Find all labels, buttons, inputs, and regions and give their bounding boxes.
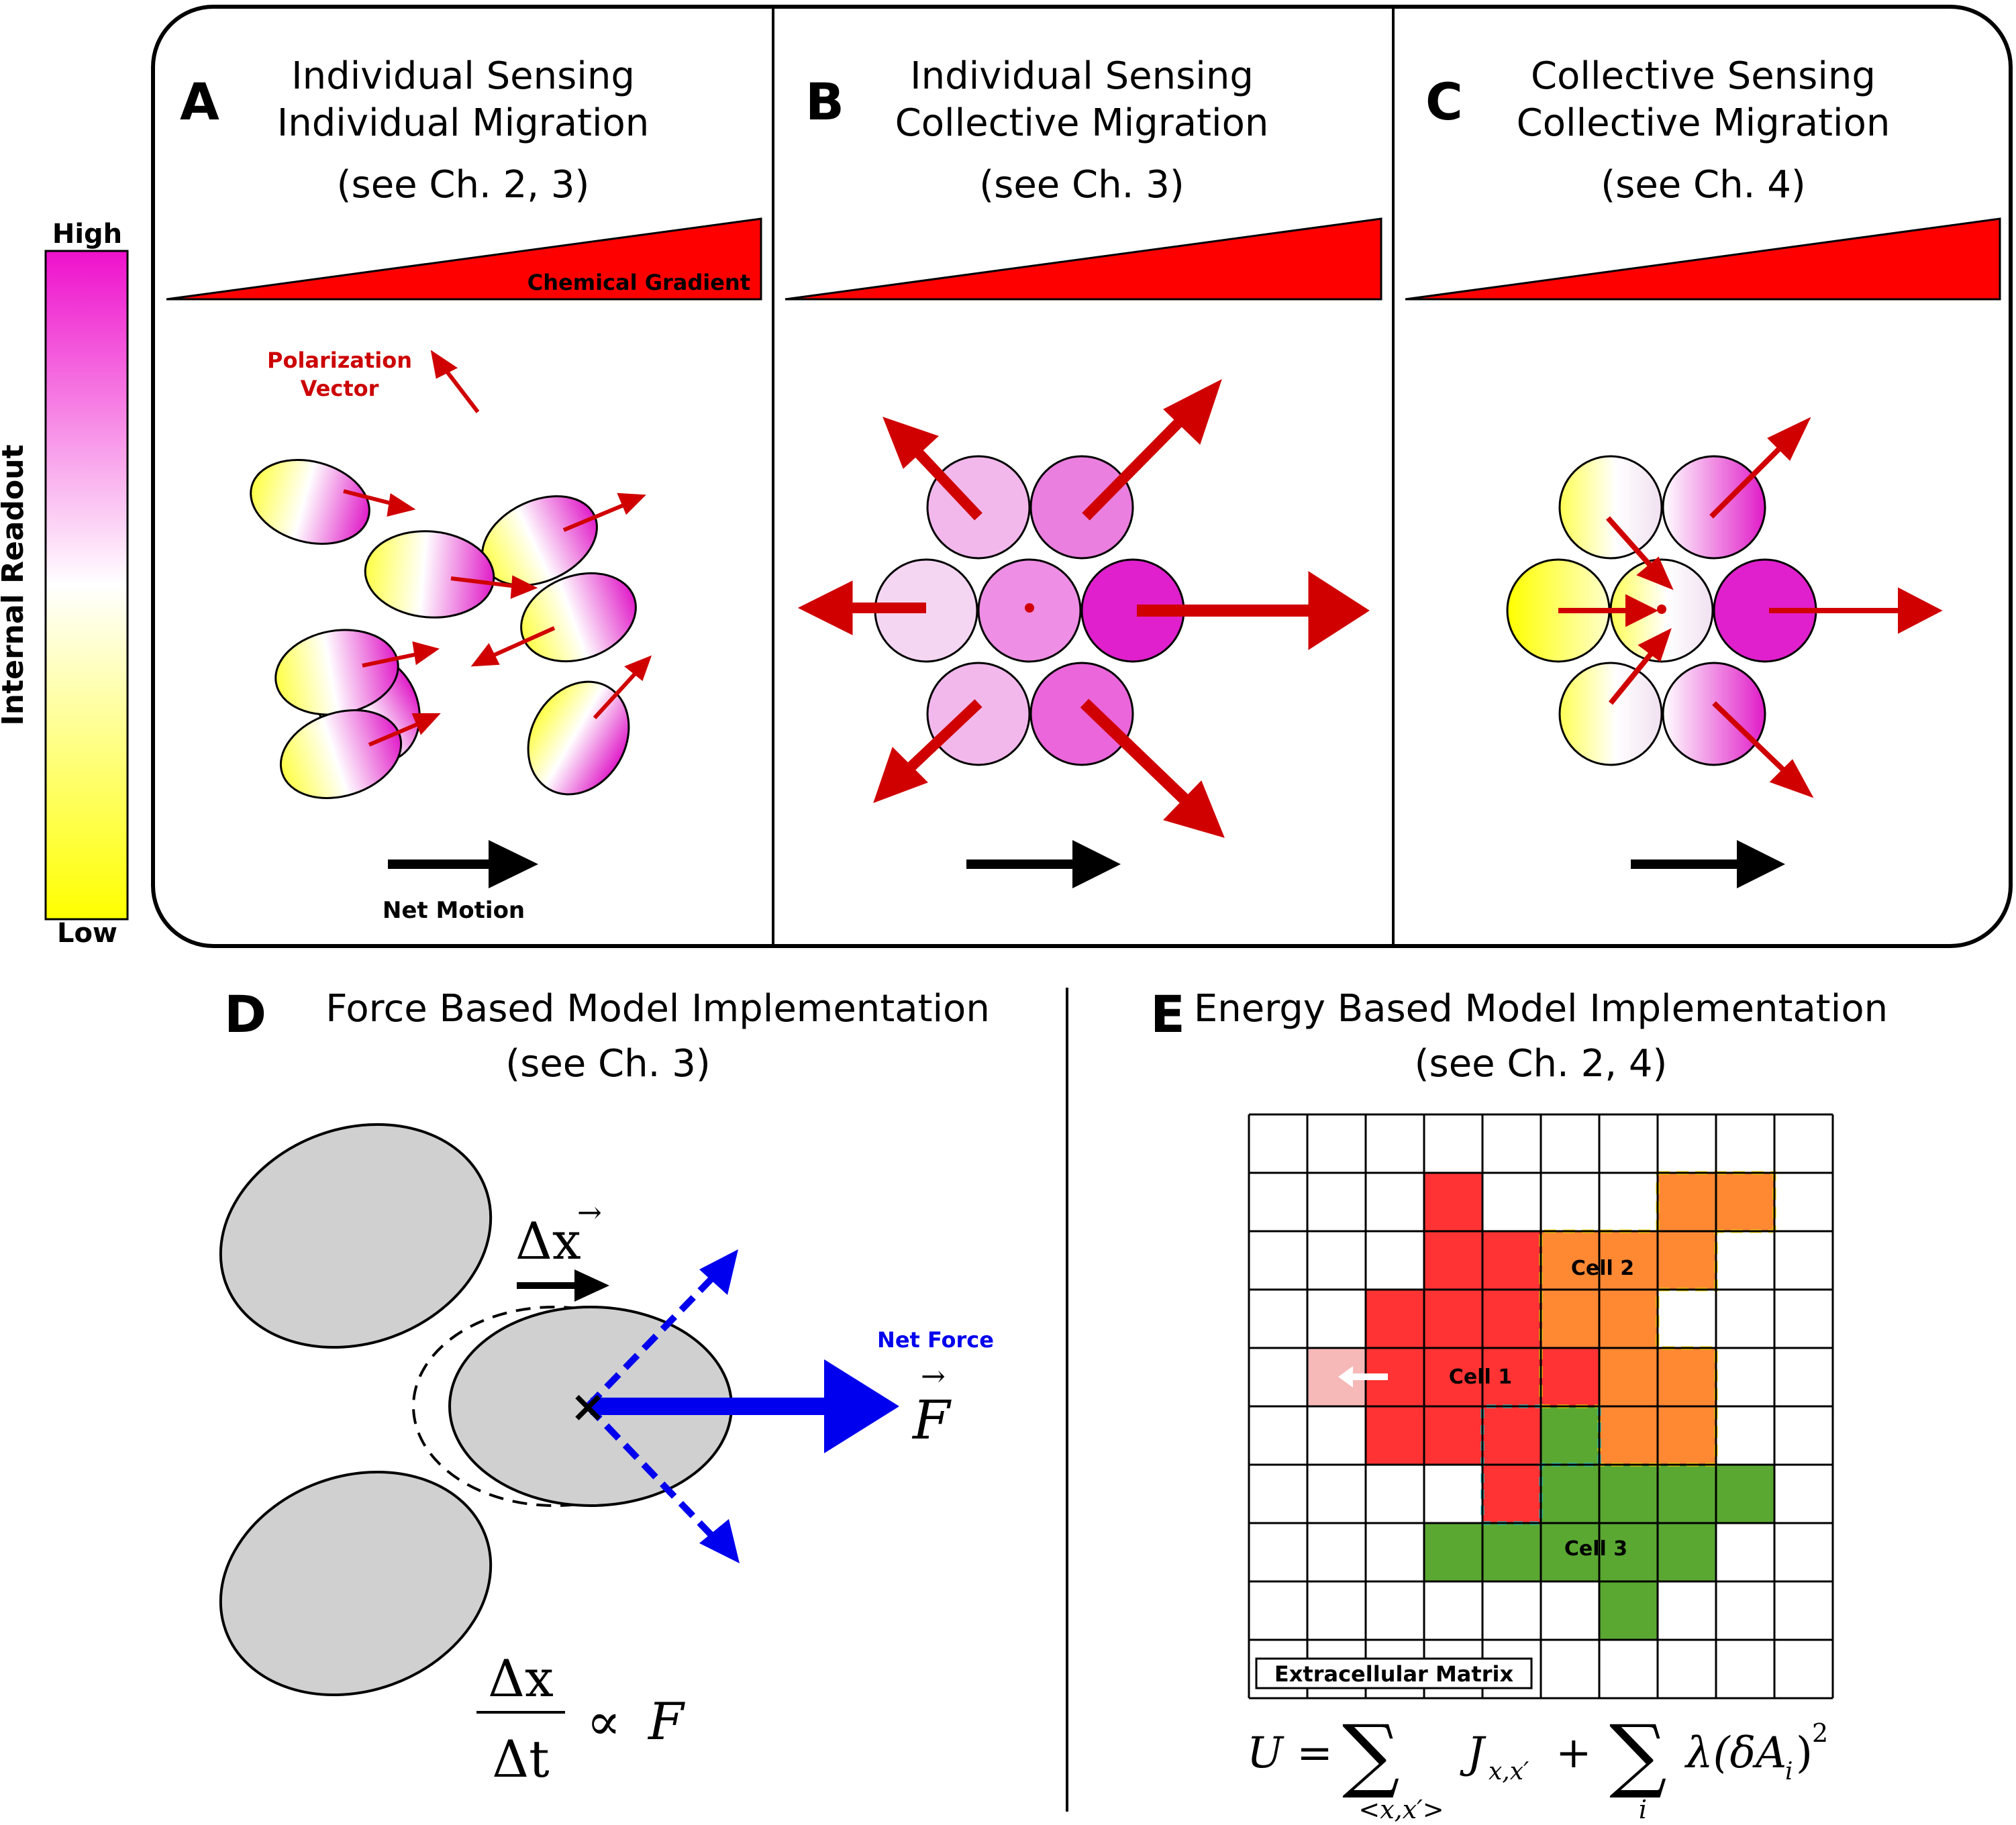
equation-rhs: F: [647, 1691, 685, 1751]
panel-b-letter: B: [805, 72, 844, 132]
eq-term-2-end: ): [1796, 1728, 1813, 1778]
colorbar-high-label: High: [52, 219, 122, 250]
net-motion-label: Net Motion: [383, 897, 525, 924]
colorbar-gradient: [44, 250, 129, 921]
force-symbol: F: [911, 1389, 952, 1451]
cell-a5: [520, 572, 637, 663]
panel-e-letter: E: [1150, 984, 1185, 1044]
net-motion-arrow-b: [966, 840, 1121, 888]
panel-b-title-2: Collective Migration: [895, 101, 1269, 145]
eq-sum-2-sub: i: [1639, 1795, 1647, 1824]
neighbor-cell-top: [219, 1123, 493, 1349]
eq-plus: +: [1556, 1728, 1592, 1778]
colorbar: High Low Internal Readout: [0, 219, 129, 949]
net-motion-arrow-a: [388, 840, 538, 888]
panel-a-ref: (see Ch. 2, 3): [337, 163, 590, 207]
cell-b-bottom-left: [926, 662, 1031, 766]
net-motion-arrow-c: [1631, 840, 1785, 888]
eq-sum-1-sub: <x,x′>: [1358, 1795, 1444, 1824]
colorbar-low-label: Low: [57, 918, 117, 949]
net-force-label: Net Force: [877, 1327, 994, 1353]
displacement-symbol: Δx: [515, 1211, 581, 1271]
net-force-arrow: [591, 1359, 899, 1453]
eq-lhs: U =: [1247, 1728, 1333, 1778]
center-cross: ×: [570, 1382, 606, 1432]
ecm-label-box: [1255, 1657, 1533, 1689]
ecm-label: Extracellular Matrix: [1274, 1661, 1514, 1687]
center-dot-c: [1657, 605, 1666, 614]
panel-c: C Collective Sensing Collective Migratio…: [1405, 54, 2001, 888]
panel-b-ref: (see Ch. 3): [979, 163, 1184, 207]
force-equation: Δx Δt ∝ F: [476, 1649, 685, 1789]
lattice-grid: [1248, 1113, 1834, 1700]
displacement-arrow: [517, 1269, 609, 1302]
component-arrow-head-down: [699, 1519, 740, 1563]
panel-d-letter: D: [224, 984, 266, 1044]
displacement-vector-mark: →: [577, 1196, 602, 1230]
polarization-label-1: Polarization: [267, 348, 412, 373]
polarization-label-2: Vector: [301, 376, 379, 401]
cell-a8: [527, 680, 630, 796]
panel-e-title-1: Energy Based Model Implementation: [1194, 987, 1888, 1031]
panel-c-letter: C: [1425, 72, 1463, 132]
panel-b-title-1: Individual Sensing: [910, 54, 1254, 98]
eq-term-1-sub: x,x′: [1489, 1758, 1529, 1785]
cell-2-label: Cell 2: [1571, 1257, 1634, 1280]
cell-b-bottom-right: [1029, 662, 1134, 766]
center-dot-b: [1025, 603, 1034, 613]
panel-a: A Individual Sensing Individual Migratio…: [166, 54, 762, 924]
eq-term-2: λ(δA: [1684, 1728, 1786, 1778]
panel-a-title-1: Individual Sensing: [291, 54, 635, 98]
cell-a2: [250, 459, 370, 545]
cell-c-top-left: [1558, 455, 1663, 560]
colorbar-axis-label: Internal Readout: [0, 444, 30, 725]
equation-numerator: Δx: [488, 1649, 554, 1708]
panel-d-title-1: Force Based Model Implementation: [325, 987, 990, 1031]
panel-d-title-2: (see Ch. 3): [505, 1042, 710, 1086]
gradient-wedge-c: [1405, 217, 2001, 301]
panel-c-title-2: Collective Migration: [1517, 101, 1891, 145]
equation-denominator: Δt: [492, 1729, 549, 1789]
component-arrow-head-up: [699, 1249, 738, 1295]
panel-a-title-2: Individual Migration: [277, 101, 650, 145]
panel-d: D Force Based Model Implementation (see …: [219, 984, 994, 1789]
energy-equation: U = ∑ <x,x′> J x,x′ + ∑ i λ(δA i ) 2: [1247, 1708, 1828, 1824]
panel-b: B Individual Sensing Collective Migratio…: [785, 54, 1382, 888]
eq-term-2-sup: 2: [1812, 1718, 1828, 1748]
cell-b-top-left: [926, 455, 1031, 560]
neighbor-cell-bottom: [219, 1470, 493, 1697]
cell-c-top-right: [1662, 455, 1766, 560]
cell-c-bottom-left: [1558, 662, 1663, 766]
cell-c-bottom-right: [1662, 662, 1766, 766]
polarization-arrows-a: [343, 350, 652, 747]
top-panel-frame: [151, 5, 2013, 948]
eq-sum-2: ∑: [1609, 1708, 1667, 1802]
eq-sum-1: ∑: [1342, 1708, 1400, 1802]
component-force-arrows: [585, 1275, 715, 1538]
panel-e-title-2: (see Ch. 2, 4): [1415, 1042, 1668, 1086]
equation-relation: ∝: [587, 1691, 621, 1751]
cell-b-top-right: [1029, 455, 1134, 560]
force-vector-mark: →: [921, 1359, 946, 1394]
chemical-gradient-label: Chemical Gradient: [527, 270, 750, 295]
panel-a-letter: A: [180, 72, 219, 132]
panel-e: E Energy Based Model Implementation (see…: [1150, 984, 1888, 1824]
eq-term-1: J: [1460, 1728, 1486, 1778]
cell-3-label: Cell 3: [1564, 1537, 1627, 1561]
chemical-gradient-wedge: [166, 217, 762, 301]
cell-1-label: Cell 1: [1449, 1365, 1512, 1389]
panel-c-title-1: Collective Sensing: [1531, 54, 1876, 98]
panel-c-ref: (see Ch. 4): [1601, 163, 1805, 207]
cell-a4: [364, 530, 495, 619]
cell-a7: [279, 709, 403, 799]
eq-term-2-sub: i: [1785, 1758, 1793, 1785]
gradient-wedge-b: [785, 217, 1382, 301]
polarization-arrows-c: [1558, 417, 1943, 798]
polarization-arrows-b: [797, 378, 1370, 838]
copy-attempt-arrow: [1338, 1366, 1388, 1388]
